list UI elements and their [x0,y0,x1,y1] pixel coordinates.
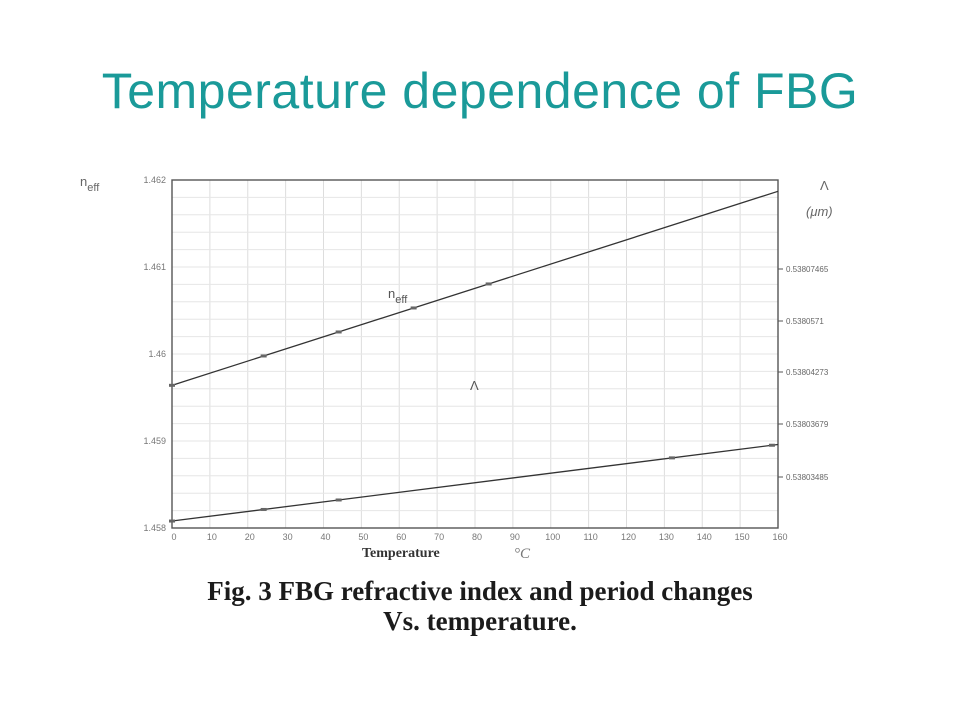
x-tick-label: 60 [396,532,406,542]
x-tick-labels: 0 10 20 30 40 50 60 70 80 90 100 110 120 130 140 150 160 [171,532,787,542]
data-marker [410,306,417,310]
plot-frame [171,179,779,529]
x-tick-label: 90 [510,532,520,542]
x-tick-label: 110 [583,532,597,542]
series-line-neff [171,190,779,386]
right-y-tick-label: 0.53803485 [786,473,829,482]
x-tick-label: 80 [472,532,482,542]
left-y-tick-labels: 1.458 1.459 1.46 1.461 1.462 [143,175,166,533]
right-y-tick-label: 0.53804273 [786,368,829,377]
right-y-tick-label: 0.53807465 [786,265,829,274]
left-y-axis-subscript: eff [87,182,100,194]
figure-caption: Fig. 3 FBG refractive index and period c… [0,576,960,636]
right-y-axis-unit: (μm) [806,204,833,219]
x-axis-unit: °C [514,546,531,562]
slide-title: Temperature dependence of FBG [101,63,859,119]
data-marker [335,498,342,502]
series-label-neff-subscript: eff [395,294,408,306]
left-y-axis-symbol: n [80,174,87,189]
left-y-tick-label: 1.462 [143,175,166,185]
grid [171,179,779,529]
left-y-axis-label: neff [80,174,100,194]
data-marker [169,383,175,387]
data-marker [169,519,175,523]
left-y-tick-label: 1.458 [143,523,166,533]
x-tick-label: 10 [207,532,217,542]
data-marker [485,282,492,286]
x-tick-label: 120 [621,532,636,542]
right-y-tick-label: 0.5380571 [786,317,824,326]
data-marker [768,443,775,447]
x-tick-label: 20 [245,532,255,542]
series-label-neff-symbol: n [388,286,395,301]
x-tick-label: 160 [772,532,787,542]
x-tick-label: 130 [659,532,674,542]
x-tick-label: 50 [358,532,368,542]
left-y-tick-label: 1.459 [143,436,166,446]
figure-caption-line-2: Vs. temperature. [383,606,577,636]
x-tick-label: 70 [434,532,444,542]
right-y-tick-label: 0.53803679 [786,420,829,429]
series [169,190,779,523]
data-marker [260,354,267,358]
x-tick-label: 40 [320,532,330,542]
data-marker [668,456,675,460]
left-y-tick-label: 1.46 [148,349,166,359]
figure-caption-line-1: Fig. 3 FBG refractive index and period c… [207,576,753,606]
data-marker [260,507,267,511]
data-marker [335,330,342,334]
right-y-tick-labels: 0.53803485 0.53803679 0.53804273 0.5380571 0… [778,265,829,482]
x-tick-label: 140 [697,532,712,542]
x-tick-label: 100 [545,532,560,542]
series-label-neff: neff [388,286,408,306]
series-label-period: Λ [470,378,479,393]
x-axis-label: Temperature [362,546,440,561]
x-tick-label: 30 [283,532,293,542]
right-y-axis-symbol: Λ [820,178,829,193]
x-tick-label: 150 [735,532,750,542]
series-line-period [171,443,779,522]
x-tick-label: 0 [171,532,176,542]
left-y-tick-label: 1.461 [143,262,166,272]
